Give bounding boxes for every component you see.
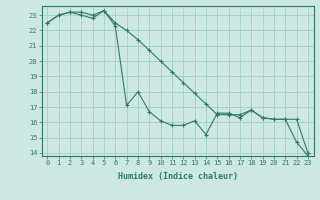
X-axis label: Humidex (Indice chaleur): Humidex (Indice chaleur) — [118, 172, 237, 181]
